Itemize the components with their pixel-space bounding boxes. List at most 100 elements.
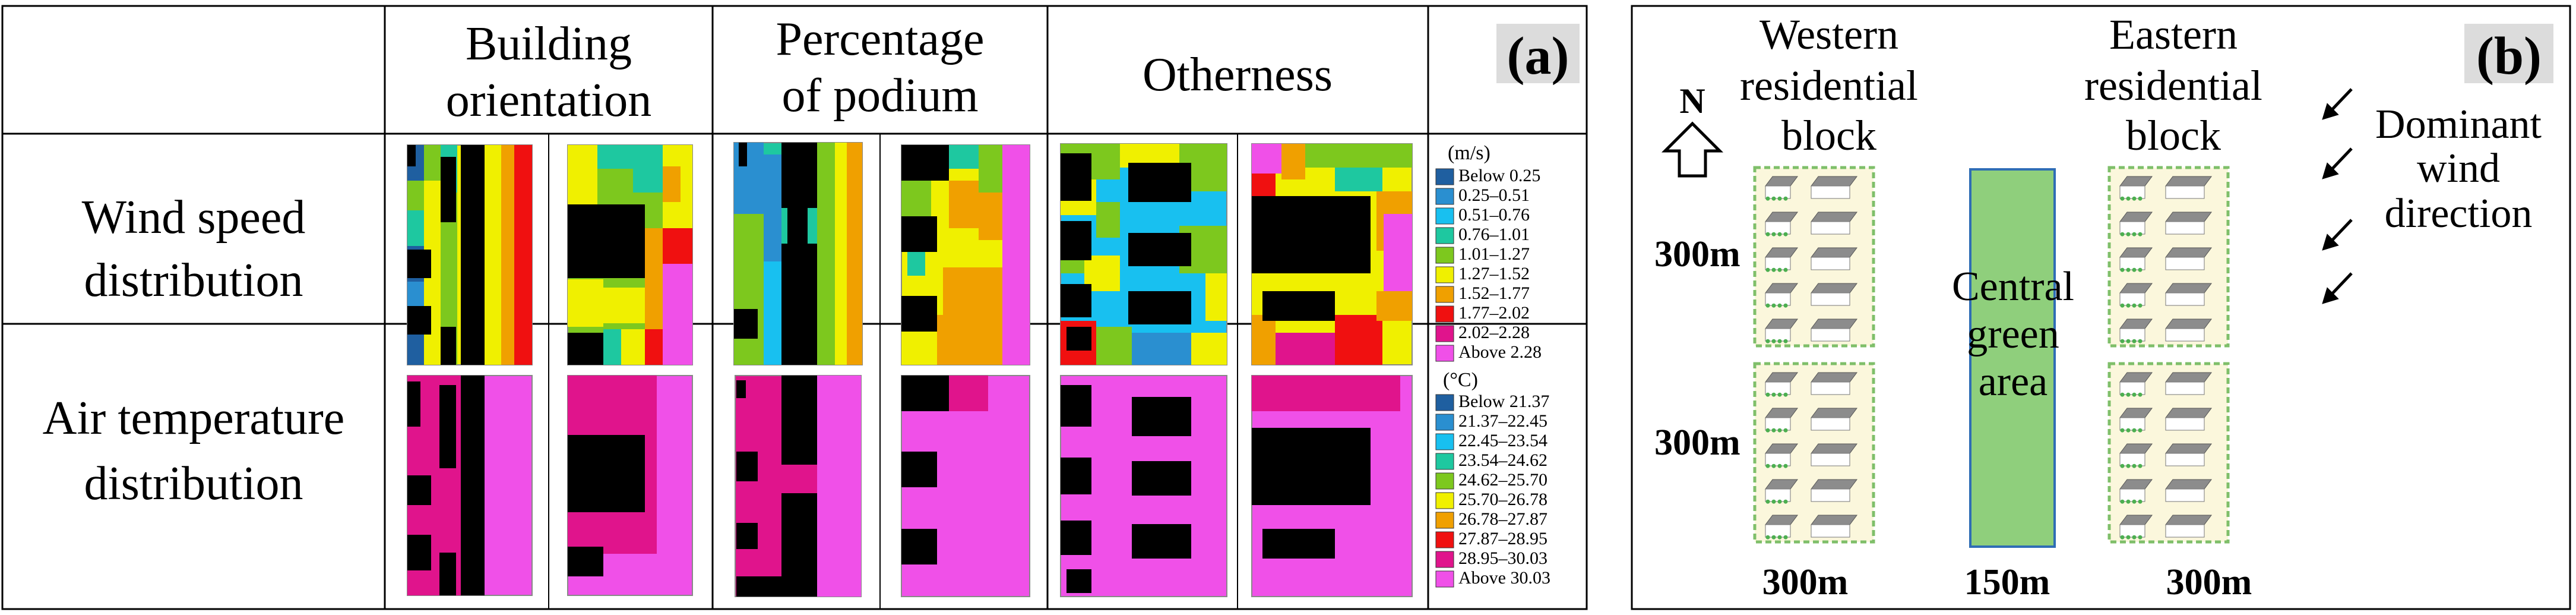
west-block-title: Western residential block [1740,11,1918,159]
legend-swatch [1435,531,1454,548]
tree-dot [1765,303,1770,308]
tree-dot [1771,463,1776,468]
wind-legend: (m/s) Below 0.250.25–0.510.51–0.760.76–1… [1435,142,1542,362]
wind-map-otherness-1 [1060,143,1227,365]
tree-dot [2138,267,2143,272]
building [2119,417,2145,431]
tree-dot [1765,232,1770,236]
building [1811,185,1850,199]
tree-dot [1777,339,1782,343]
column-header-podium: Percentage of podium [776,13,985,122]
tree-dot [1765,196,1770,201]
building [1811,257,1850,270]
wind-direction-label: Dominant wind direction [2375,102,2542,236]
building-roof [2165,283,2212,294]
building [2119,221,2145,235]
tree-dot [1771,303,1776,308]
building-roof [1811,515,1857,525]
residential-block [2107,362,2230,544]
building [2165,488,2205,502]
building [1765,488,1791,502]
building-roof [1811,443,1857,454]
building-roof [1811,318,1857,329]
residential-blocks [1753,166,2230,544]
building [1811,381,1850,395]
legend-swatch [1435,394,1454,411]
wind-arrow-head [2322,287,2339,304]
building [2119,185,2145,199]
tree-dot [1777,535,1782,540]
dim-label-center: 150m [1964,562,2050,603]
column-header-orientation: Building orientation [446,18,652,127]
tree-dot [1771,196,1776,201]
legend-swatch [1435,325,1454,342]
tree-dot [2120,392,2125,397]
building-roof [1811,372,1857,383]
tree-dot [1771,267,1776,272]
panel-a-label-bg [1496,24,1580,83]
building-roof [1811,176,1857,187]
tree-dot [1783,499,1788,504]
legend-label: 26.78–27.87 [1458,509,1548,529]
tree-dot [1771,499,1776,504]
legend-label: 22.45–23.54 [1458,431,1548,450]
tree-dot [1777,463,1782,468]
panel-a: Building orientation Percentage of podium … [1,5,1588,610]
legend-swatch [1435,492,1454,509]
tree-dot [2120,232,2125,236]
tree-dot [1771,339,1776,343]
legend-label: Below 0.25 [1458,166,1540,185]
legend-label: 28.95–30.03 [1458,548,1548,568]
wind-map-podium-2 [901,144,1030,365]
tree-dot [1765,463,1770,468]
tree-dot [2132,463,2137,468]
tree-dot [1777,499,1782,504]
tree-dot [2132,535,2137,540]
legend-swatch [1435,453,1454,470]
tree-dot [1765,392,1770,397]
building-roof [2165,372,2212,383]
tree-dot [2126,535,2131,540]
building [1765,524,1791,538]
wind-map-podium-1 [733,142,863,365]
building [1765,185,1791,199]
temp-legend-unit: (°C) [1443,369,1478,391]
building [1765,381,1791,395]
tree-dot [2126,267,2131,272]
building [2165,524,2205,538]
wind-map-otherness-2 [1251,143,1413,365]
tree-dot [2132,392,2137,397]
building [1811,524,1850,538]
tree-dot [2120,303,2125,308]
tree-dot [1783,463,1788,468]
dim-label-west: 300m [1762,562,1849,603]
legend-swatch [1435,247,1454,264]
tree-dot [2120,339,2125,343]
tree-dot [1783,428,1788,433]
wind-arrow-head [2322,162,2339,179]
tree-dot [2132,303,2137,308]
tree-dot [1765,428,1770,433]
legend-label: 21.37–22.45 [1458,411,1548,431]
panel-b: (b) Western residential block Eastern resid… [1631,5,2571,610]
tree-dot [2138,303,2143,308]
building-roof [2165,318,2212,329]
wind-direction-arrows [2322,88,2353,304]
tree-dot [1765,499,1770,504]
building [2119,257,2145,270]
row-header-wind: Wind speed distribution [82,191,306,307]
building-roof [2165,443,2212,454]
building-roof [1811,247,1857,258]
legend-label: 1.52–1.77 [1458,283,1530,303]
tree-dot [1783,535,1788,540]
legend-swatch [1435,207,1454,225]
building [2165,257,2205,270]
residential-block [1753,166,1875,348]
temp-map-podium-1 [735,375,862,597]
temp-legend: (°C) Below 21.3721.37–22.4522.45–23.5423… [1435,369,1550,588]
building [1811,328,1850,342]
building [2165,328,2205,342]
tree-dot [1765,339,1770,343]
building [2119,381,2145,395]
tree-dot [2138,392,2143,397]
